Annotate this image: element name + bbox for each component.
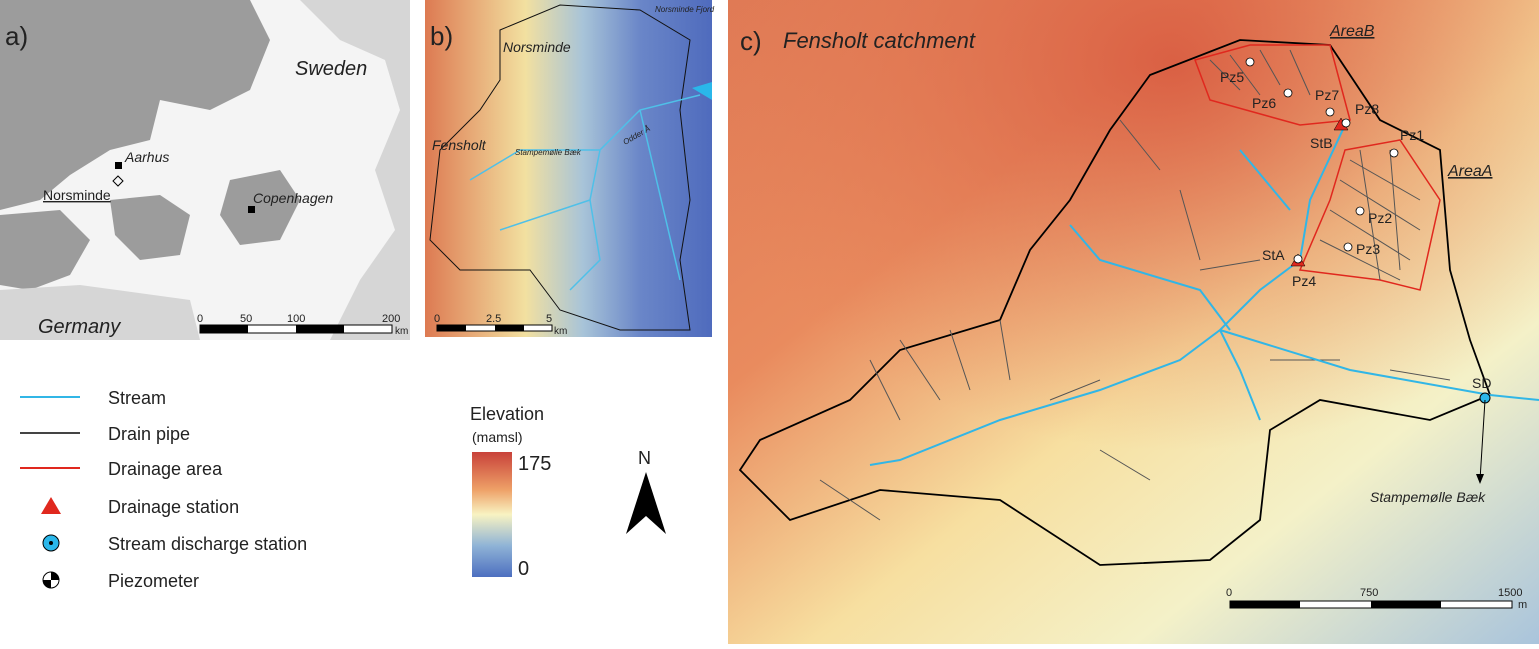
scale-unit: m — [1518, 599, 1527, 611]
elevation-min: 0 — [518, 558, 529, 580]
area-label: AreaA — [1447, 163, 1492, 180]
place-label: Norsminde — [503, 39, 571, 55]
place-label: Aarhus — [124, 149, 169, 165]
scale-label: 0 — [434, 313, 440, 325]
station-label: SD — [1472, 375, 1491, 391]
scale-label: 2.5 — [486, 313, 501, 325]
piezometer-label: Pz7 — [1315, 87, 1339, 103]
piezometer-label: Pz2 — [1368, 210, 1392, 226]
piezometer-label: Pz6 — [1252, 95, 1276, 111]
scale-label: 5 — [546, 313, 552, 325]
place-label: Sweden — [295, 58, 367, 80]
north-arrow: N — [626, 448, 666, 534]
area-label: AreaB — [1329, 23, 1375, 40]
elevation-legend: Elevation (mamsl) 175 0 — [470, 404, 551, 580]
elevation-unit: (mamsl) — [472, 429, 523, 445]
station-label: StB — [1310, 135, 1333, 151]
legend-label: Stream discharge station — [108, 534, 307, 554]
scale-label: 0 — [197, 313, 203, 325]
place-label: Germany — [38, 316, 121, 338]
piezometer-label: Pz4 — [1292, 273, 1316, 289]
scale-label: 50 — [240, 313, 252, 325]
place-label: Copenhagen — [253, 190, 333, 206]
scale-label: 0 — [1226, 587, 1232, 599]
panel-c: c) Fensholt catchment AreaB AreaA Pz1 Pz… — [728, 0, 1539, 644]
panel-label: b) — [430, 21, 453, 51]
elevation-max: 175 — [518, 453, 551, 475]
stream-label: Stampemølle Bæk — [1370, 489, 1486, 505]
scale-unit: km — [554, 326, 567, 337]
drain-pipes — [819, 49, 1451, 521]
legend-label: Drainage area — [108, 459, 223, 479]
legend-label: Drain pipe — [108, 424, 190, 444]
panel-title: Fensholt catchment — [783, 28, 976, 53]
legend-label: Piezometer — [108, 571, 199, 591]
legend: Stream Drain pipe Drainage area Drainage… — [20, 388, 307, 591]
piezometers — [1245, 57, 1399, 264]
station-label: StA — [1262, 247, 1285, 263]
north-label: N — [638, 448, 651, 468]
place-label: Fensholt — [432, 137, 487, 153]
panel-label: c) — [740, 26, 762, 56]
piezometer-label: Pz5 — [1220, 69, 1244, 85]
legend-label: Drainage station — [108, 497, 239, 517]
place-label: Norsminde — [43, 187, 111, 203]
scale-label: 1500 — [1498, 587, 1522, 599]
panel-label: a) — [5, 21, 28, 51]
color-bar — [472, 452, 512, 577]
piezometer-label: Pz1 — [1400, 127, 1424, 143]
scale-label: 750 — [1360, 587, 1378, 599]
scale-label: 100 — [287, 313, 305, 325]
place-label: Stampemølle Bæk — [515, 148, 582, 157]
legend-label: Stream — [108, 388, 166, 408]
piezometer-label: Pz3 — [1356, 241, 1380, 257]
scale-label: 200 — [382, 313, 400, 325]
place-label: Norsminde Fjord — [655, 5, 715, 14]
panel-b: b) Norsminde Norsminde Fjord Fensholt St… — [425, 0, 715, 337]
elevation-title: Elevation — [470, 404, 544, 424]
panel-a: a) Sweden Aarhus Norsminde Copenhagen Ge… — [0, 0, 410, 340]
scale-unit: km — [395, 326, 408, 337]
piezometer-label: Pz8 — [1355, 101, 1379, 117]
